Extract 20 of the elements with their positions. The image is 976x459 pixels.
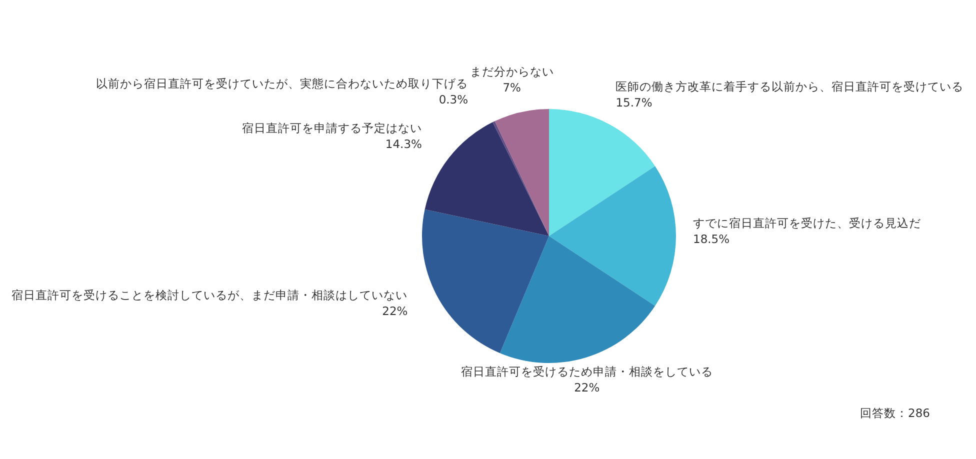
slice-label: 以前から宿日直許可を受けていたが、実態に合わないため取り下げる [96, 76, 468, 90]
pie-slice [422, 209, 549, 354]
slice-label: まだ分からない [470, 64, 554, 79]
data-label: 14.3% [385, 136, 422, 151]
data-label: 0.3% [438, 92, 468, 106]
data-label: 22% [382, 304, 408, 318]
slice-label: 医師の働き方改革に着手する以前から、宿日直許可を受けている [616, 80, 964, 94]
data-label: 18.5% [693, 232, 730, 246]
pie-slice [424, 122, 549, 236]
slice-label: 宿日直許可を受けるため申請・相談をしている [460, 364, 713, 378]
slice-label: すでに宿日直許可を受けた、受ける見込だ [693, 216, 921, 230]
pie-slice [549, 166, 676, 306]
data-label: 22% [574, 380, 600, 394]
data-label: 7% [502, 80, 522, 95]
data-label: 15.7% [616, 96, 652, 110]
slice-label: 宿日直許可を申請する予定はない [242, 120, 422, 135]
slice-label: 宿日直許可を受けることを検討しているが、まだ申請・相談はしていない [12, 288, 408, 302]
pie-slice [500, 236, 656, 363]
text: 回答数：286 [860, 405, 930, 422]
pie-slice [549, 109, 656, 236]
